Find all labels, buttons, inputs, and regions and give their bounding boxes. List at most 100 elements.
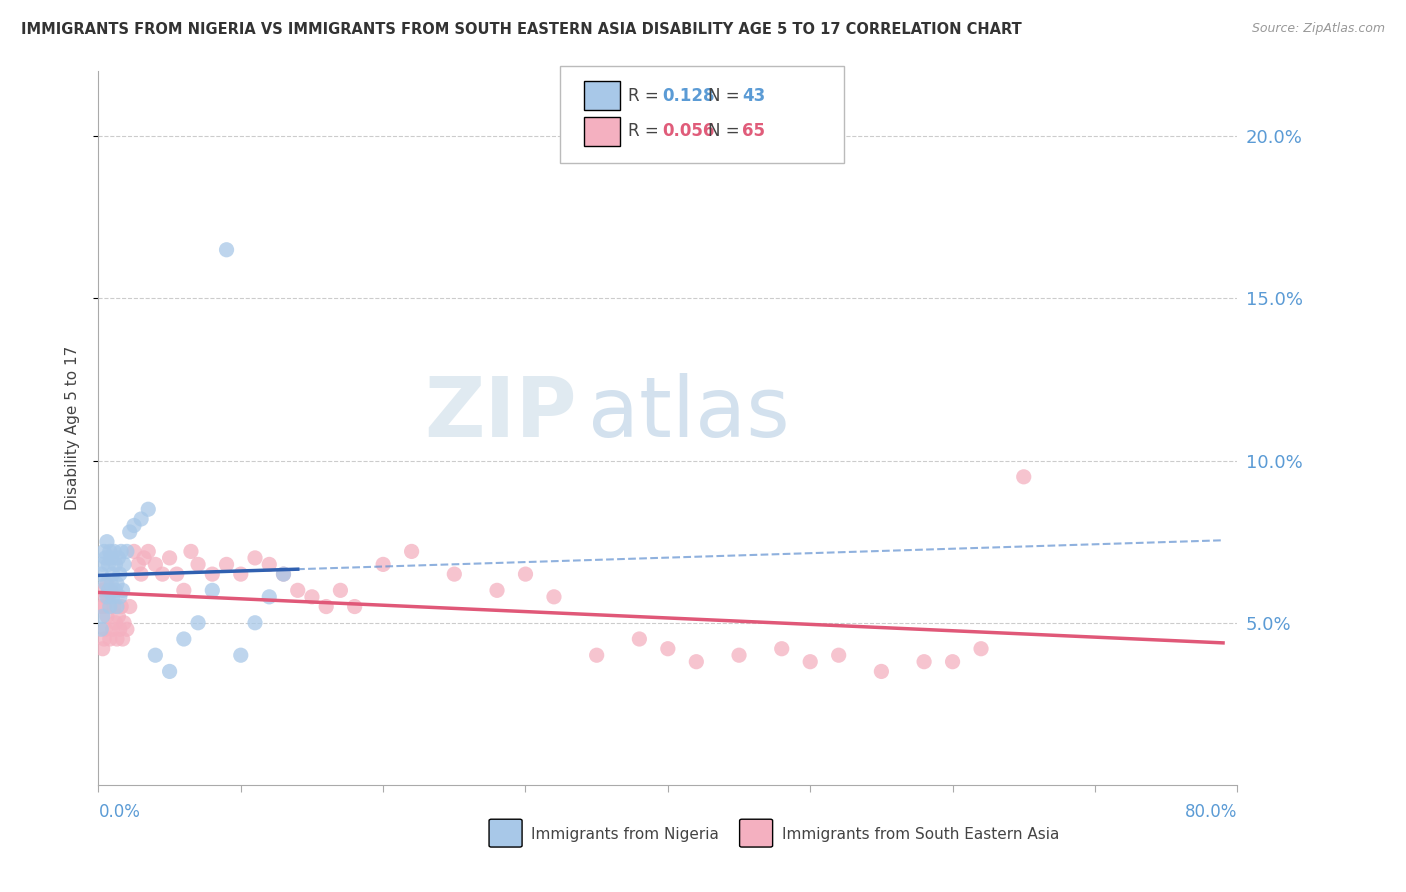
Point xyxy=(301,590,323,604)
Point xyxy=(93,632,115,646)
Point xyxy=(97,590,120,604)
Point xyxy=(104,583,127,598)
Point xyxy=(770,641,793,656)
Point xyxy=(173,583,195,598)
Point xyxy=(129,567,152,582)
Point xyxy=(122,544,145,558)
Point xyxy=(259,558,281,572)
Text: atlas: atlas xyxy=(588,374,790,454)
Point xyxy=(287,583,309,598)
Text: IMMIGRANTS FROM NIGERIA VS IMMIGRANTS FROM SOUTH EASTERN ASIA DISABILITY AGE 5 T: IMMIGRANTS FROM NIGERIA VS IMMIGRANTS FR… xyxy=(21,22,1022,37)
Point xyxy=(112,615,135,630)
Point xyxy=(799,655,821,669)
Point xyxy=(96,534,118,549)
Point xyxy=(159,550,181,565)
Point xyxy=(101,567,124,582)
Point xyxy=(112,558,135,572)
Point xyxy=(103,544,125,558)
Point xyxy=(105,599,128,614)
Text: N =: N = xyxy=(707,122,745,140)
Point xyxy=(401,544,423,558)
Point xyxy=(243,550,266,565)
Point xyxy=(98,599,121,614)
Point xyxy=(870,665,893,679)
Point xyxy=(91,583,114,598)
Point xyxy=(1012,470,1035,484)
FancyBboxPatch shape xyxy=(583,81,620,110)
Point xyxy=(98,632,121,646)
Point xyxy=(101,622,124,636)
Point xyxy=(96,590,118,604)
Text: Source: ZipAtlas.com: Source: ZipAtlas.com xyxy=(1251,22,1385,36)
Point xyxy=(132,550,155,565)
Point xyxy=(94,622,117,636)
Point xyxy=(942,655,965,669)
Point xyxy=(93,599,115,614)
Point xyxy=(145,648,167,663)
Point xyxy=(329,583,352,598)
Point xyxy=(273,567,295,582)
Point xyxy=(343,599,366,614)
Point xyxy=(173,632,195,646)
Point xyxy=(100,550,122,565)
Point xyxy=(111,632,134,646)
Text: R =: R = xyxy=(628,122,664,140)
Point xyxy=(685,655,707,669)
Point xyxy=(215,243,238,257)
Point xyxy=(970,641,993,656)
Point xyxy=(136,544,159,558)
FancyBboxPatch shape xyxy=(489,819,522,847)
FancyBboxPatch shape xyxy=(560,66,845,162)
Point xyxy=(108,567,131,582)
Point xyxy=(101,590,124,604)
Point xyxy=(105,632,128,646)
Point xyxy=(96,577,118,591)
Text: N =: N = xyxy=(707,87,745,104)
Point xyxy=(515,567,537,582)
Point xyxy=(201,567,224,582)
Point xyxy=(90,567,112,582)
Text: 0.056: 0.056 xyxy=(662,122,714,140)
Point xyxy=(118,599,141,614)
Point xyxy=(105,577,128,591)
Text: Immigrants from South Eastern Asia: Immigrants from South Eastern Asia xyxy=(782,828,1059,842)
Point xyxy=(145,558,167,572)
Text: 65: 65 xyxy=(742,122,765,140)
Point xyxy=(97,583,120,598)
Point xyxy=(127,558,149,572)
Point xyxy=(90,622,112,636)
Point xyxy=(728,648,751,663)
Point xyxy=(159,665,181,679)
Point xyxy=(180,544,202,558)
Point xyxy=(98,544,121,558)
Point xyxy=(110,599,132,614)
Point xyxy=(229,648,252,663)
Point xyxy=(657,641,679,656)
Point xyxy=(103,599,125,614)
Point xyxy=(115,622,138,636)
Text: 0.128: 0.128 xyxy=(662,87,714,104)
Point xyxy=(229,567,252,582)
Point xyxy=(273,567,295,582)
Point xyxy=(201,583,224,598)
Point xyxy=(215,558,238,572)
Point xyxy=(166,567,188,582)
Point xyxy=(94,590,117,604)
Text: 43: 43 xyxy=(742,87,765,104)
FancyBboxPatch shape xyxy=(740,819,773,847)
Point xyxy=(94,577,117,591)
Point xyxy=(187,615,209,630)
Point xyxy=(315,599,337,614)
FancyBboxPatch shape xyxy=(583,117,620,145)
Point xyxy=(243,615,266,630)
Point xyxy=(104,615,127,630)
Point xyxy=(107,550,129,565)
Point xyxy=(912,655,935,669)
Point xyxy=(443,567,465,582)
Text: Immigrants from Nigeria: Immigrants from Nigeria xyxy=(531,828,718,842)
Point xyxy=(91,609,114,624)
Point xyxy=(187,558,209,572)
Point xyxy=(90,599,112,614)
Point xyxy=(100,577,122,591)
Point xyxy=(111,583,134,598)
